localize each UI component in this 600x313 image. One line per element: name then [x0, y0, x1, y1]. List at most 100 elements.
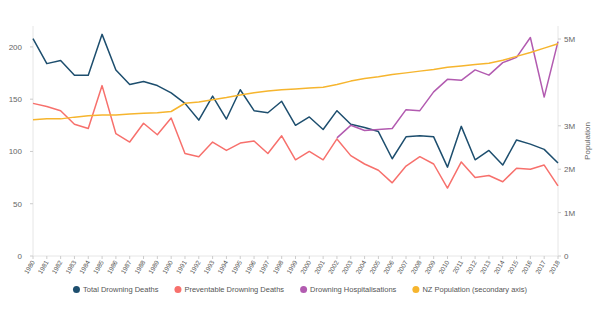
series-line: [337, 38, 558, 138]
y-tick: [30, 46, 33, 47]
x-tick: [544, 256, 545, 259]
legend-item: NZ Population (secondary axis): [412, 285, 527, 294]
legend-label: NZ Population (secondary axis): [422, 285, 527, 294]
x-tick-label: 1996: [244, 259, 257, 275]
x-tick: [295, 256, 296, 259]
x-tick: [392, 256, 393, 259]
x-tick: [212, 256, 213, 259]
x-tick-label: 1980: [23, 259, 36, 275]
y2-axis-title: Population: [583, 122, 592, 160]
x-tick: [281, 256, 282, 259]
legend-label: Drowning Hospitalisations: [310, 285, 397, 294]
x-tick-label: 2011: [451, 259, 464, 275]
x-tick: [364, 256, 365, 259]
x-tick-label: 2001: [313, 259, 326, 275]
y-tick-label: 150: [9, 95, 23, 104]
x-tick: [267, 256, 268, 259]
x-tick-label: 2009: [423, 259, 436, 275]
y-tick-label: 50: [13, 200, 22, 209]
legend-swatch: [73, 286, 80, 293]
legend-item: Drowning Hospitalisations: [300, 285, 397, 294]
x-tick: [558, 256, 559, 259]
x-tick-label: 2010: [437, 259, 450, 275]
x-tick: [33, 256, 34, 259]
x-tick-label: 1995: [230, 259, 243, 275]
x-tick-label: 2017: [534, 259, 547, 275]
x-tick-label: 1986: [105, 259, 118, 275]
x-tick-label: 2002: [327, 259, 340, 275]
legend-item: Preventable Drowning Deaths: [174, 285, 284, 294]
x-tick: [226, 256, 227, 259]
x-tick-label: 1991: [175, 259, 188, 275]
x-tick: [115, 256, 116, 259]
y-tick-label: 200: [9, 43, 23, 52]
x-tick: [323, 256, 324, 259]
x-tick-label: 1983: [64, 259, 77, 275]
y2-tick: [558, 169, 561, 170]
y-tick-label: 0: [18, 252, 23, 261]
legend-label: Total Drowning Deaths: [83, 285, 159, 294]
series-line: [33, 44, 558, 120]
y2-tick-label: 3M: [564, 122, 575, 131]
x-tick-label: 2012: [465, 259, 478, 275]
y2-tick: [558, 39, 561, 40]
x-tick-label: 1989: [147, 259, 160, 275]
x-tick-label: 2005: [368, 259, 381, 275]
x-tick-label: 1988: [133, 259, 146, 275]
y-tick: [30, 203, 33, 204]
chart: 05010015020001M2M3M5MPopulation198019811…: [0, 0, 600, 313]
x-tick-label: 2014: [492, 259, 505, 275]
x-tick: [46, 256, 47, 259]
x-tick-label: 2015: [506, 259, 519, 275]
series-line: [33, 86, 558, 188]
x-tick: [461, 256, 462, 259]
x-tick-label: 2003: [340, 259, 353, 275]
x-tick-label: 1985: [92, 259, 105, 275]
x-tick: [88, 256, 89, 259]
x-tick-label: 2007: [396, 259, 409, 275]
y-axis-line: [33, 26, 34, 256]
x-tick: [102, 256, 103, 259]
x-tick-label: 1997: [257, 259, 270, 275]
x-tick: [184, 256, 185, 259]
x-tick: [475, 256, 476, 259]
x-tick-label: 1998: [271, 259, 284, 275]
x-tick: [171, 256, 172, 259]
x-tick-label: 1990: [161, 259, 174, 275]
x-tick: [336, 256, 337, 259]
legend-swatch: [300, 286, 307, 293]
x-tick: [254, 256, 255, 259]
y2-tick-label: 2M: [564, 165, 575, 174]
x-tick-label: 1984: [78, 259, 91, 275]
x-tick-label: 2004: [354, 259, 367, 275]
x-tick-label: 2018: [548, 259, 561, 275]
plot-area: [33, 34, 558, 188]
legend-label: Preventable Drowning Deaths: [184, 285, 284, 294]
x-tick: [406, 256, 407, 259]
legend: Total Drowning Deaths Preventable Drownin…: [73, 285, 528, 294]
x-tick: [530, 256, 531, 259]
x-tick: [74, 256, 75, 259]
y2-tick: [558, 212, 561, 213]
x-tick-label: 2006: [382, 259, 395, 275]
x-tick: [350, 256, 351, 259]
y2-tick-label: 5M: [564, 35, 575, 44]
x-tick-label: 1992: [188, 259, 201, 275]
x-tick-label: 1987: [119, 259, 132, 275]
y-tick: [30, 151, 33, 152]
x-tick: [198, 256, 199, 259]
x-tick-label: 2013: [478, 259, 491, 275]
x-tick-label: 1993: [202, 259, 215, 275]
x-tick: [129, 256, 130, 259]
x-tick: [488, 256, 489, 259]
x-tick-label: 1982: [50, 259, 63, 275]
legend-item: Total Drowning Deaths: [73, 285, 159, 294]
x-tick-label: 2000: [299, 259, 312, 275]
legend-swatch: [412, 286, 419, 293]
x-tick: [60, 256, 61, 259]
x-tick: [447, 256, 448, 259]
x-tick: [516, 256, 517, 259]
x-tick: [502, 256, 503, 259]
x-tick-label: 1981: [36, 259, 49, 275]
y2-axis-line: [558, 26, 559, 256]
